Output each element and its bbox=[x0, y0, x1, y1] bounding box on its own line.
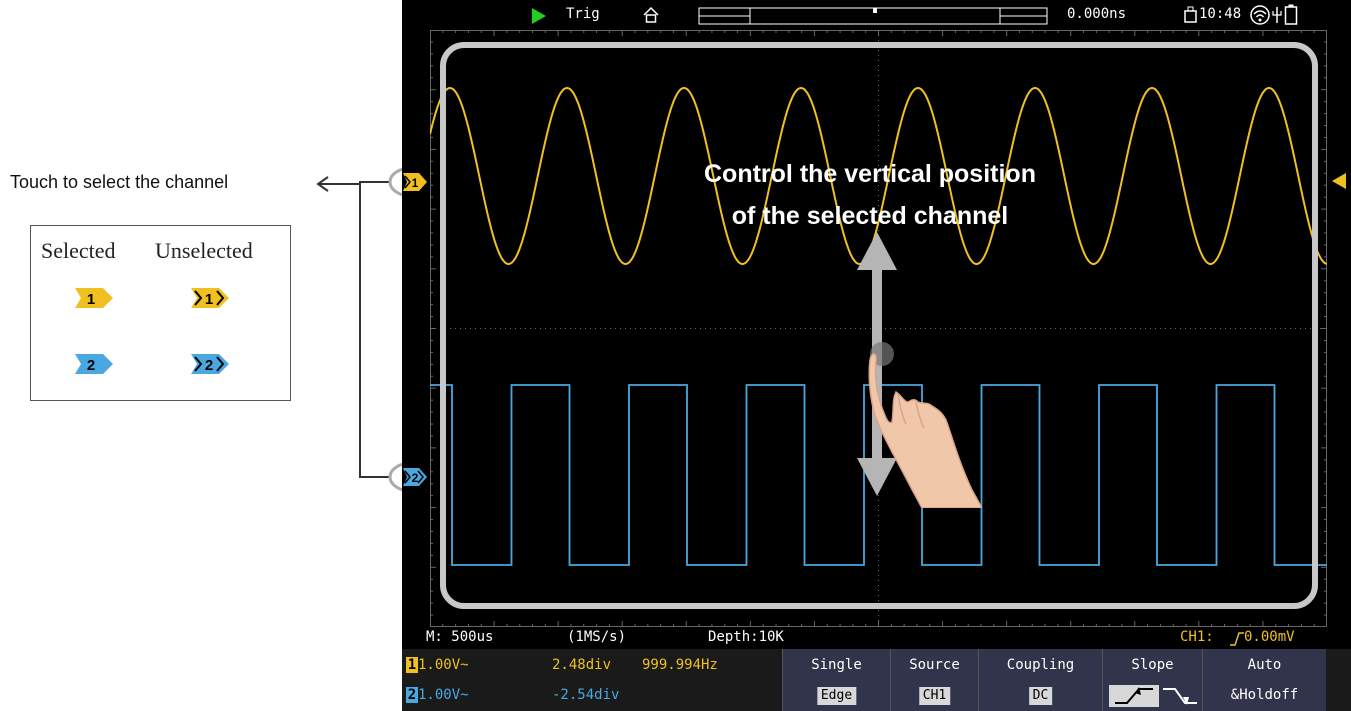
ch2-selected-marker: 2 bbox=[75, 354, 113, 374]
svg-text:1: 1 bbox=[205, 291, 213, 308]
trigger-source: CH1: bbox=[1180, 629, 1214, 645]
time-offset[interactable]: 0.000ns bbox=[1067, 6, 1127, 22]
legend-selected-header: Selected bbox=[41, 238, 116, 263]
trigger-level: 0.00mV bbox=[1244, 629, 1295, 645]
home-icon[interactable] bbox=[642, 6, 660, 24]
svg-text:1: 1 bbox=[87, 291, 95, 308]
slope-menu[interactable]: Slope bbox=[1102, 649, 1202, 711]
sample-rate: (1MS/s) bbox=[567, 629, 627, 645]
ch2-info[interactable]: 2 1.00V~ bbox=[406, 687, 469, 703]
ch1-info[interactable]: 1 1.00V~ bbox=[406, 657, 469, 673]
trigger-source-menu[interactable]: Source CH1 bbox=[890, 649, 978, 711]
legend-unselected-header: Unselected bbox=[155, 238, 253, 263]
svg-text:2: 2 bbox=[205, 357, 213, 374]
menu-edge bbox=[1326, 649, 1351, 711]
memory-position-bar[interactable] bbox=[698, 6, 1048, 26]
trigger-type-value: Edge bbox=[816, 687, 857, 705]
trigger-level-marker[interactable] bbox=[1330, 172, 1346, 190]
coupling-value: DC bbox=[1028, 687, 1053, 705]
svg-text:1: 1 bbox=[412, 176, 419, 190]
ch2-unselected-marker: 2 bbox=[191, 354, 229, 374]
ch2-position-marker[interactable]: 2 bbox=[403, 468, 427, 486]
ch2-position: -2.54div bbox=[552, 687, 620, 703]
timebase[interactable]: M: 500us bbox=[426, 629, 494, 645]
wifi-icon bbox=[1250, 5, 1270, 25]
ch1-position: 2.48div bbox=[552, 657, 612, 673]
battery-icon bbox=[1284, 4, 1298, 25]
ch1-selected-marker: 1 bbox=[75, 288, 113, 308]
usb-plug-icon bbox=[1272, 7, 1282, 23]
ch1-waveform bbox=[430, 86, 1327, 265]
ch1-position-marker[interactable]: 1 bbox=[403, 173, 427, 191]
clock: 10:48 bbox=[1199, 6, 1242, 22]
annotation-line-2: of the selected channel bbox=[731, 202, 1009, 230]
slope-label: Slope bbox=[1131, 657, 1174, 673]
holdoff-label: &Holdoff bbox=[1230, 687, 1299, 703]
play-icon[interactable] bbox=[532, 8, 546, 24]
select-channel-caption: Touch to select the channel bbox=[10, 172, 229, 192]
ch1-frequency: 999.994Hz bbox=[642, 657, 718, 673]
auto-holdoff-menu[interactable]: Auto &Holdoff bbox=[1202, 649, 1326, 711]
channel-marker-legend: Selected Unselected 1 1 2 2 bbox=[30, 225, 291, 401]
svg-text:2: 2 bbox=[87, 357, 95, 374]
source-value: CH1 bbox=[918, 687, 951, 705]
slope-rising-falling-icon bbox=[1109, 685, 1197, 707]
usb-icon bbox=[1184, 6, 1197, 23]
annotation-line-1: Control the vertical position bbox=[704, 160, 1036, 188]
touch-area-overlay bbox=[440, 42, 1318, 609]
acquisition-status-bar: M: 500us (1MS/s) Depth:10K CH1: 0.00mV bbox=[402, 627, 1351, 649]
trigger-mode-label: Single bbox=[811, 657, 862, 673]
ch2-waveform bbox=[430, 384, 1327, 566]
trigger-type-menu[interactable]: Single Edge bbox=[782, 649, 890, 711]
auto-label: Auto bbox=[1247, 657, 1282, 673]
ch1-unselected-marker: 1 bbox=[191, 288, 229, 308]
source-label: Source bbox=[909, 657, 960, 673]
rising-edge-icon bbox=[1230, 632, 1244, 646]
memory-depth[interactable]: Depth:10K bbox=[708, 629, 784, 645]
touch-hand-icon bbox=[868, 342, 982, 508]
coupling-menu[interactable]: Coupling DC bbox=[978, 649, 1102, 711]
top-status-bar: Trig 0.000ns 10:48 bbox=[402, 0, 1351, 30]
trig-status: Trig bbox=[566, 6, 600, 22]
coupling-label: Coupling bbox=[1006, 657, 1075, 673]
svg-text:2: 2 bbox=[412, 471, 419, 485]
